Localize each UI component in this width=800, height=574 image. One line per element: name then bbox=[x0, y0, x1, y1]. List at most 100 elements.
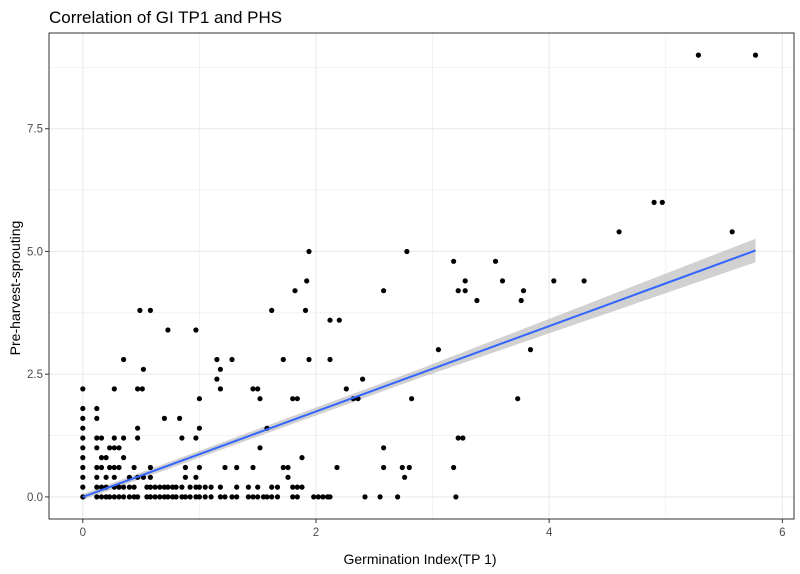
data-point bbox=[257, 396, 263, 402]
data-point bbox=[135, 386, 141, 392]
data-point bbox=[451, 258, 457, 264]
data-point bbox=[285, 464, 291, 471]
data-point bbox=[327, 317, 333, 323]
data-point bbox=[94, 415, 100, 421]
data-point bbox=[121, 484, 127, 490]
data-point bbox=[302, 307, 309, 313]
data-point bbox=[381, 445, 387, 451]
data-point bbox=[135, 435, 141, 441]
x-axis-title: Germination Index(TP 1) bbox=[343, 551, 496, 567]
data-point bbox=[280, 356, 286, 363]
data-point bbox=[453, 494, 459, 500]
data-point bbox=[250, 464, 256, 471]
data-point bbox=[116, 445, 122, 451]
data-point bbox=[229, 356, 235, 363]
data-point bbox=[116, 494, 122, 500]
data-point bbox=[290, 494, 296, 500]
data-point bbox=[116, 464, 122, 471]
data-point bbox=[214, 356, 220, 363]
y-axis-title: Pre-harvest-sprouting bbox=[7, 221, 23, 356]
data-point bbox=[518, 297, 524, 304]
data-point bbox=[94, 484, 100, 490]
data-point bbox=[455, 288, 461, 294]
x-axis: 0 2 4 6 bbox=[80, 519, 786, 539]
data-point bbox=[140, 366, 146, 372]
data-point bbox=[182, 474, 188, 480]
data-point bbox=[360, 376, 366, 382]
data-point bbox=[196, 464, 202, 471]
data-point bbox=[435, 347, 441, 353]
data-point bbox=[474, 297, 480, 304]
data-point bbox=[515, 396, 521, 402]
data-point bbox=[80, 435, 86, 441]
data-point bbox=[182, 494, 188, 500]
data-point bbox=[98, 455, 105, 461]
trend-line-layer bbox=[82, 249, 756, 498]
data-point bbox=[202, 484, 208, 490]
y-tick-label: 0.0 bbox=[27, 492, 43, 504]
data-point bbox=[147, 474, 153, 480]
data-point bbox=[131, 484, 137, 490]
data-point bbox=[193, 435, 199, 441]
data-point bbox=[217, 494, 223, 500]
data-point bbox=[395, 494, 401, 500]
data-point bbox=[179, 484, 185, 490]
data-point bbox=[94, 405, 100, 412]
x-tick-label: 4 bbox=[546, 527, 553, 539]
data-point bbox=[492, 258, 499, 264]
data-point bbox=[94, 474, 100, 480]
data-point bbox=[290, 484, 296, 490]
y-tick-label: 7.5 bbox=[27, 124, 43, 136]
data-point bbox=[294, 396, 300, 402]
data-point bbox=[80, 405, 86, 412]
data-point bbox=[451, 464, 457, 471]
data-point bbox=[274, 484, 281, 490]
y-axis: 0.0 2.5 5.0 7.5 bbox=[27, 124, 49, 504]
data-point bbox=[107, 445, 113, 451]
data-point bbox=[280, 464, 286, 471]
data-point bbox=[245, 484, 251, 490]
data-point bbox=[111, 386, 117, 392]
scatter-points bbox=[80, 52, 759, 500]
data-point bbox=[695, 52, 702, 58]
data-point bbox=[121, 455, 127, 461]
data-point bbox=[196, 396, 202, 402]
data-point bbox=[234, 494, 240, 500]
data-point bbox=[208, 494, 214, 500]
data-point bbox=[250, 494, 256, 500]
data-point bbox=[196, 484, 202, 490]
data-point bbox=[257, 445, 263, 451]
data-point bbox=[217, 484, 223, 490]
data-point bbox=[320, 494, 326, 500]
data-point bbox=[182, 464, 188, 471]
data-point bbox=[752, 52, 759, 58]
data-point bbox=[274, 494, 281, 500]
data-point bbox=[111, 445, 117, 451]
data-point bbox=[327, 356, 333, 363]
data-point bbox=[193, 327, 199, 333]
y-tick-label: 2.5 bbox=[27, 369, 43, 381]
data-point bbox=[299, 455, 305, 461]
data-point bbox=[147, 484, 153, 490]
grid bbox=[49, 33, 794, 519]
data-point bbox=[334, 464, 340, 471]
trend-line bbox=[82, 249, 756, 498]
data-point bbox=[131, 464, 137, 471]
data-point bbox=[111, 494, 117, 500]
data-point bbox=[229, 494, 235, 500]
data-point bbox=[121, 494, 127, 500]
data-point bbox=[94, 445, 100, 451]
data-point bbox=[152, 484, 158, 490]
data-point bbox=[94, 494, 100, 500]
data-point bbox=[409, 396, 415, 402]
data-point bbox=[255, 484, 261, 490]
data-point bbox=[315, 494, 321, 500]
data-point bbox=[187, 484, 193, 490]
data-point bbox=[520, 288, 527, 294]
data-point bbox=[214, 376, 220, 382]
data-point bbox=[126, 494, 132, 500]
data-point bbox=[196, 494, 202, 500]
data-point bbox=[107, 494, 113, 500]
data-point bbox=[135, 494, 141, 500]
